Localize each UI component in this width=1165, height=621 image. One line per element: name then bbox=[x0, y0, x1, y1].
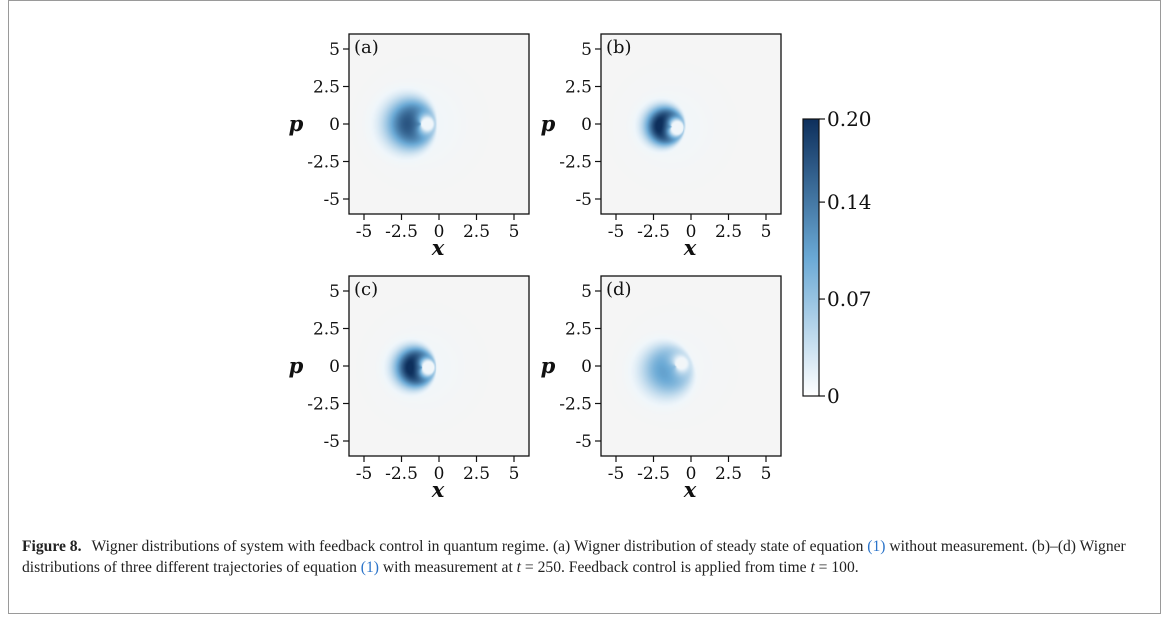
x-axis-label: x bbox=[683, 477, 697, 502]
x-axis-label: x bbox=[431, 477, 445, 502]
caption-text-5: = 100. bbox=[814, 559, 859, 576]
y-axis-label: p bbox=[289, 111, 304, 136]
panel-label: (d) bbox=[606, 279, 632, 300]
y-tick-label: -2.5 bbox=[559, 395, 592, 415]
caption-text-4: = 250. Feedback control is applied from … bbox=[521, 559, 811, 576]
y-tick-label: 5 bbox=[581, 40, 592, 60]
x-tick-label: -2.5 bbox=[385, 464, 418, 484]
panels: -5 -2.5 0 2.5 552.50-2.5-5xp(a)-5 -2.5 0 2.5 552… bbox=[289, 33, 782, 502]
colorbar-tick-label: 0.14 bbox=[827, 190, 872, 214]
y-tick-label: 0 bbox=[581, 115, 592, 135]
caption-math-t-2: t bbox=[810, 559, 815, 576]
x-tick-label: 5 bbox=[509, 464, 520, 484]
panel-label: (c) bbox=[354, 279, 378, 300]
x-tick-label: 0 bbox=[434, 464, 445, 484]
x-axis-label: x bbox=[431, 235, 445, 260]
x-tick-label: 2.5 bbox=[715, 464, 742, 484]
y-tick-label: 0 bbox=[329, 357, 340, 377]
caption-math-t-1: t bbox=[516, 559, 522, 576]
figure-label: Figure 8. bbox=[22, 538, 82, 555]
wigner-heatmap bbox=[601, 34, 781, 214]
x-tick-label: -2.5 bbox=[637, 222, 670, 242]
equation-ref-1[interactable]: (1) bbox=[867, 538, 886, 555]
wigner-heatmap bbox=[349, 276, 529, 456]
x-tick-label: 2.5 bbox=[463, 464, 490, 484]
x-tick-label: 0 bbox=[434, 222, 445, 242]
x-tick-label: 2.5 bbox=[715, 222, 742, 242]
y-axis-label: p bbox=[541, 111, 556, 136]
x-axis-label: x bbox=[683, 235, 697, 260]
colorbar-tick-label: 0.20 bbox=[827, 107, 872, 131]
figure-frame bbox=[8, 0, 1161, 614]
x-tick-label: -5 bbox=[356, 464, 373, 484]
x-tick-label: -2.5 bbox=[385, 222, 418, 242]
wigner-heatmap bbox=[601, 276, 781, 456]
y-tick-label: -5 bbox=[575, 190, 592, 210]
colorbar-gradient bbox=[802, 118, 820, 397]
caption-text-1: Wigner distributions of system with feed… bbox=[91, 538, 868, 555]
x-tick-label: 0 bbox=[686, 464, 697, 484]
figure-caption: Figure 8. Wigner distributions of system … bbox=[22, 536, 1147, 578]
colorbar: 0.20 0.14 0.07 0 bbox=[802, 107, 872, 408]
x-tick-label: -5 bbox=[608, 222, 625, 242]
y-tick-label: 2.5 bbox=[565, 78, 592, 98]
x-tick-label: 5 bbox=[761, 222, 772, 242]
y-tick-label: 2.5 bbox=[313, 320, 340, 340]
colorbar-tick-label: 0 bbox=[827, 384, 840, 408]
panel-a: -5 -2.5 0 2.5 5 5 2.5 0 -2.5 -5 x p (a) bbox=[289, 33, 530, 260]
colorbar-tick-label: 0.07 bbox=[827, 287, 872, 311]
x-tick-label: 2.5 bbox=[463, 222, 490, 242]
y-tick-label: 5 bbox=[329, 282, 340, 302]
y-axis-label: p bbox=[289, 353, 304, 378]
y-tick-label: 2.5 bbox=[313, 78, 340, 98]
y-tick-label: -2.5 bbox=[307, 153, 340, 173]
wigner-figure: -5 -2.5 0 2.5 552.50-2.5-5xp(a)-5 -2.5 0 2.5 552… bbox=[289, 33, 872, 502]
panel-label: (a) bbox=[354, 37, 379, 58]
x-tick-label: -5 bbox=[356, 222, 373, 242]
x-tick-label: 0 bbox=[686, 222, 697, 242]
y-tick-label: -2.5 bbox=[307, 395, 340, 415]
x-tick-label: -2.5 bbox=[637, 464, 670, 484]
y-tick-label: 5 bbox=[329, 40, 340, 60]
caption-text-3: with measurement at bbox=[378, 559, 517, 576]
y-tick-label: 0 bbox=[329, 115, 340, 135]
y-tick-label: 5 bbox=[581, 282, 592, 302]
wigner-heatmap bbox=[349, 34, 529, 214]
panel-c: -5 -2.5 0 2.5 5 5 2.5 0 -2.5 -5 x p (c) bbox=[289, 275, 530, 502]
panel-label: (b) bbox=[606, 37, 632, 58]
panel-b: -5 -2.5 0 2.5 5 5 2.5 0 -2.5 -5 x p (b) bbox=[541, 33, 782, 260]
y-axis-label: p bbox=[541, 353, 556, 378]
y-tick-label: 2.5 bbox=[565, 320, 592, 340]
caption-text-2: without measurement. (b)–(d) Wigner dist… bbox=[22, 538, 1126, 576]
x-tick-label: 5 bbox=[761, 464, 772, 484]
y-tick-label: -5 bbox=[323, 190, 340, 210]
y-tick-label: 0 bbox=[581, 357, 592, 377]
y-tick-label: -5 bbox=[323, 432, 340, 452]
x-tick-label: -5 bbox=[608, 464, 625, 484]
x-tick-label: 5 bbox=[509, 222, 520, 242]
y-tick-label: -5 bbox=[575, 432, 592, 452]
panel-d: -5 -2.5 0 2.5 5 5 2.5 0 -2.5 -5 x p (d) bbox=[541, 275, 782, 502]
equation-ref-2[interactable]: (1) bbox=[360, 559, 379, 576]
y-tick-label: -2.5 bbox=[559, 153, 592, 173]
